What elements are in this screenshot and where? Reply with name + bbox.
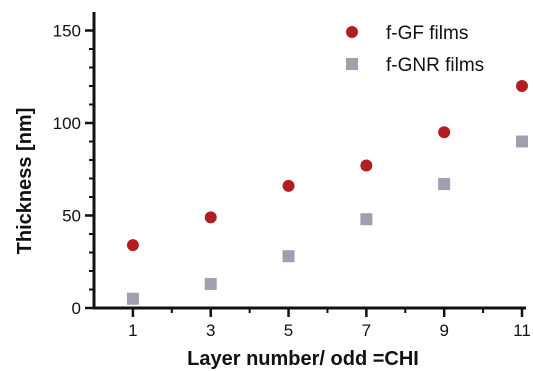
f-gnr-data-point	[438, 178, 451, 191]
axis-ticks: 0 50 100 150 1 3 5 7 9 11	[53, 22, 531, 341]
y-tick-label: 100	[53, 114, 81, 133]
y-tick-label: 0	[72, 299, 81, 318]
f-gnr-data-point	[204, 277, 217, 290]
f-gf-data-point	[438, 126, 451, 139]
y-tick-label: 50	[62, 207, 81, 226]
x-tick-label: 9	[439, 321, 448, 340]
legend-marker-f-gnr	[346, 58, 358, 70]
legend: f-GF films f-GNR films	[346, 23, 484, 76]
x-tick-label: 7	[362, 321, 371, 340]
f-gnr-data-point	[126, 292, 139, 305]
f-gf-data-point	[126, 239, 139, 252]
f-gf-data-point	[360, 159, 373, 172]
f-gnr-data-point	[516, 135, 528, 148]
x-tick-label: 11	[513, 321, 531, 340]
x-tick-label: 5	[284, 321, 293, 340]
y-tick-label: 150	[53, 22, 81, 41]
f-gf-data-point	[516, 80, 528, 92]
f-gnr-data-point	[360, 213, 373, 226]
legend-marker-f-gf	[346, 26, 358, 38]
f-gf-data-point	[282, 179, 295, 192]
y-axis-title: Thickness [nm]	[14, 108, 36, 255]
legend-label: f-GNR films	[386, 55, 484, 76]
x-tick-label: 1	[128, 321, 137, 340]
f-gf-data-point	[204, 211, 217, 224]
x-tick-label: 3	[206, 321, 215, 340]
legend-label: f-GF films	[386, 23, 468, 44]
x-axis-title: Layer number/ odd =CHI	[187, 348, 419, 370]
data-points	[126, 80, 528, 305]
f-gnr-data-point	[282, 250, 295, 263]
